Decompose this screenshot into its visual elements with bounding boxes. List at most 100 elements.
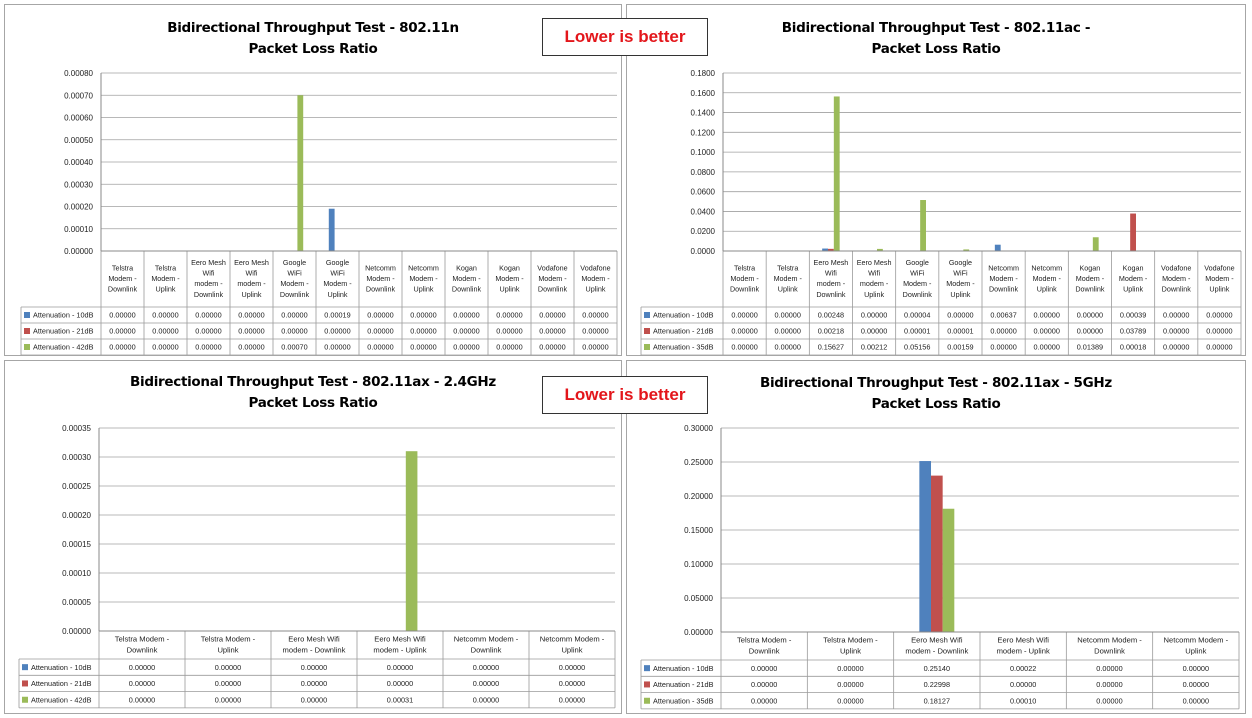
data-table-value: 0.00019: [324, 311, 350, 320]
x-category-label: Uplink: [328, 290, 348, 299]
x-category-label: Uplink: [586, 285, 606, 294]
x-category-label: Netcomm Modem -: [1164, 636, 1229, 645]
x-category-label: Downlink: [730, 285, 760, 294]
x-category-label: Uplink: [500, 285, 520, 294]
data-table-value: 0.00000: [496, 327, 522, 336]
data-table-value: 0.00070: [281, 343, 307, 352]
legend-label: Attenuation - 21dB: [653, 327, 714, 336]
data-table-value: 0.00000: [367, 343, 393, 352]
data-table-value: 0.00637: [990, 311, 1016, 320]
data-table-value: 0.00000: [238, 327, 264, 336]
data-table-value: 0.01389: [1077, 343, 1103, 352]
data-table-value: 0.00000: [751, 664, 777, 673]
x-category-label: modem -: [194, 279, 223, 288]
data-table-value: 0.00000: [195, 311, 221, 320]
x-category-label: Vodafone: [537, 263, 567, 272]
x-category-label: Modem -: [946, 279, 975, 288]
legend-label: Attenuation - 21dB: [653, 680, 714, 689]
chart-title-line-1: Bidirectional Throughput Test - 802.11ax…: [759, 375, 1112, 391]
chart-title-line-2: Packet Loss Ratio: [248, 395, 378, 411]
data-table-value: 0.00000: [301, 695, 327, 704]
chart-plot: 0.00000 0.00010 0.00020 0.00030 0.00040 0.000…: [20, 69, 618, 356]
data-table-value: 0.00000: [1206, 343, 1232, 352]
x-category-label: Uplink: [1209, 285, 1229, 294]
x-category-label: Telstra: [155, 263, 176, 272]
legend-key: [644, 697, 650, 704]
data-table-value: 0.00000: [775, 311, 801, 320]
x-category-label: WiFi: [287, 269, 302, 278]
x-category-label: modem - Downlink: [905, 647, 968, 656]
data-table-value: 0.00000: [539, 327, 565, 336]
y-tick-label: 0.00060: [64, 114, 93, 123]
data-table-value: 0.00000: [947, 311, 973, 320]
chart-title: Bidirectional Throughput Test - 802.11n …: [5, 18, 621, 60]
y-tick-label: 0.25000: [684, 458, 713, 467]
x-category-label: Modem -: [774, 274, 803, 283]
data-table-value: 0.18127: [924, 696, 950, 705]
x-category-label: Eero Mesh: [191, 258, 226, 267]
data-table-value: 0.00000: [539, 311, 565, 320]
x-category-label: Eero Mesh Wifi: [997, 636, 1049, 645]
chart-title: Bidirectional Throughput Test - 802.11ax…: [5, 372, 621, 414]
y-tick-label: 0.0200: [691, 227, 716, 236]
x-category-label: Wifi: [825, 269, 837, 278]
data-table-value: 0.00000: [559, 695, 585, 704]
x-category-label: Modem -: [1076, 274, 1105, 283]
data-table-value: 0.00000: [837, 680, 863, 689]
bar: [942, 508, 955, 632]
chart-title-line-1: Bidirectional Throughput Test - 802.11ac…: [781, 20, 1091, 36]
x-category-label: Eero Mesh: [234, 258, 269, 267]
x-category-label: Eero Mesh Wifi: [288, 635, 340, 644]
y-tick-label: 0.00035: [62, 424, 91, 433]
legend-label: Attenuation - 35dB: [653, 696, 714, 705]
bar: [822, 248, 829, 251]
x-category-label: Modem -: [1162, 274, 1191, 283]
data-table-value: 0.00000: [387, 679, 413, 688]
data-table-value: 0.00000: [1034, 327, 1060, 336]
data-table-value: 0.00000: [387, 663, 413, 672]
data-table-value: 0.00000: [582, 327, 608, 336]
data-table-value: 0.00000: [582, 311, 608, 320]
y-tick-label: 0.0000: [691, 247, 716, 256]
x-category-label: Uplink: [1123, 285, 1143, 294]
y-tick-label: 0.00000: [684, 628, 713, 637]
data-table-value: 0.00000: [238, 311, 264, 320]
x-category-label: Telstra Modem -: [201, 635, 256, 644]
x-category-label: Telstra: [734, 263, 755, 272]
x-category-label: Modem -: [730, 274, 759, 283]
x-category-label: Downlink: [816, 290, 846, 299]
x-category-label: Kogan: [1123, 263, 1144, 272]
data-table-value: 0.00000: [1163, 343, 1189, 352]
y-tick-label: 0.0800: [691, 168, 716, 177]
x-category-label: Downlink: [749, 647, 780, 656]
x-category-label: Downlink: [194, 290, 224, 299]
x-category-label: Google: [283, 258, 306, 267]
x-category-label: WiFi: [953, 269, 968, 278]
data-table-value: 0.00212: [861, 343, 887, 352]
x-category-label: Downlink: [127, 646, 158, 655]
x-category-label: Telstra: [112, 263, 133, 272]
data-table-value: 0.00000: [731, 311, 757, 320]
data-table-value: 0.00000: [281, 327, 307, 336]
y-tick-label: 0.00080: [64, 69, 93, 78]
data-table-value: 0.00000: [1077, 327, 1103, 336]
data-table-value: 0.00000: [238, 343, 264, 352]
data-table-value: 0.00000: [152, 343, 178, 352]
x-category-label: Modem -: [538, 274, 567, 283]
x-category-label: Wifi: [868, 269, 880, 278]
data-table-value: 0.00000: [215, 695, 241, 704]
x-category-label: modem - Downlink: [283, 646, 346, 655]
x-category-label: Uplink: [840, 647, 861, 656]
data-table-value: 0.00000: [731, 327, 757, 336]
x-category-label: Wifi: [203, 269, 215, 278]
x-category-label: modem - Uplink: [373, 646, 426, 655]
chart-panel-80211n: Bidirectional Throughput Test - 802.11n …: [4, 4, 622, 356]
x-category-label: Netcomm Modem -: [454, 635, 519, 644]
x-category-label: Netcomm: [1031, 263, 1062, 272]
data-table-value: 0.00000: [129, 679, 155, 688]
data-table-value: 0.00039: [1120, 311, 1146, 320]
legend-label: Attenuation - 35dB: [653, 343, 714, 352]
x-category-label: Uplink: [217, 646, 238, 655]
x-category-label: Modem -: [903, 279, 932, 288]
data-table-value: 0.22998: [924, 680, 950, 689]
